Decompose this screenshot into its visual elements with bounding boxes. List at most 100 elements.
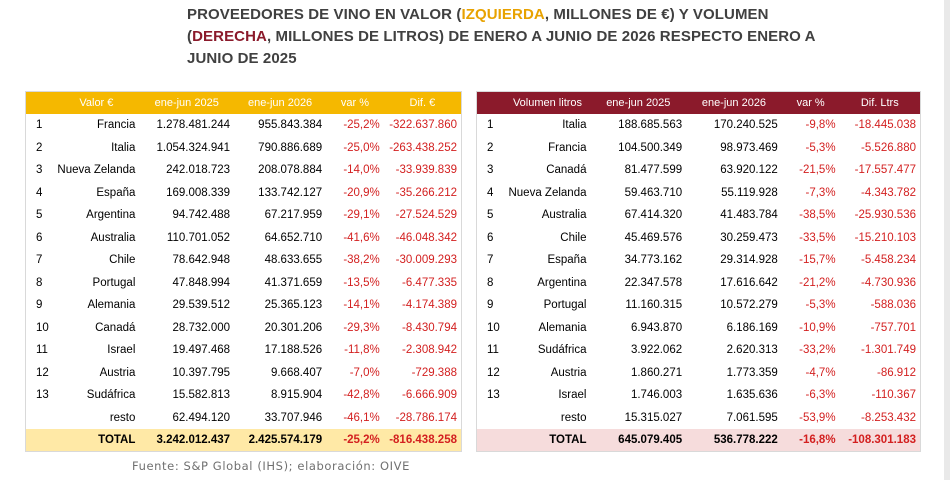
- rank-cell: [26, 407, 54, 430]
- rank-cell: 3: [36, 164, 43, 177]
- value-table-header: Valor € ene-jun 2025 ene-jun 2026 var % …: [25, 91, 462, 114]
- title-left-highlight: IZQUIERDA: [461, 6, 545, 23]
- value-2026-cell: 55.119.928: [721, 186, 778, 199]
- var-pct-cell: -38,5%: [799, 209, 836, 222]
- value-2025-cell: 34.773.162: [624, 254, 683, 267]
- rank-cell: 12: [36, 366, 49, 379]
- country-cell: Austria: [550, 366, 587, 379]
- country-cell: Alemania: [87, 299, 136, 312]
- volume-header-dif: Dif. Ltrs: [860, 97, 899, 109]
- dif-cell: -86.912: [876, 366, 916, 379]
- value-2025-cell: 1.746.003: [630, 389, 683, 402]
- rank-cell: 9: [36, 299, 43, 312]
- total-label: TOTAL: [98, 434, 136, 446]
- country-cell: Francia: [548, 141, 587, 154]
- table-row: 12 Austria 1.860.271 1.773.359 -4,7% -86.912: [476, 361, 921, 384]
- var-pct-cell: -25,2%: [343, 119, 380, 132]
- rank-cell: 4: [487, 186, 494, 199]
- value-2025-cell: 169.008.339: [166, 186, 231, 199]
- volume-header-2025: ene-jun 2025: [606, 97, 671, 109]
- table-row: 10 Canadá 28.732.000 20.301.206 -29,3% -8.430…: [25, 316, 462, 339]
- volume-header-var: var %: [796, 97, 825, 109]
- value-2026-cell: 30.259.473: [720, 231, 778, 244]
- rank-cell: 6: [36, 231, 43, 244]
- country-cell: resto: [560, 411, 587, 424]
- rank-cell: 7: [487, 254, 494, 267]
- dif-cell: -757.701: [870, 321, 916, 334]
- total-var: -16,8%: [799, 434, 836, 446]
- var-pct-cell: -25,0%: [343, 141, 380, 154]
- value-2025-cell: 104.500.349: [618, 141, 683, 154]
- table-row: 7 Chile 78.642.948 48.633.655 -38,2% -30.009.…: [25, 249, 462, 272]
- rank-cell: 6: [487, 231, 494, 244]
- total-label: TOTAL: [549, 434, 587, 446]
- table-row: 12 Austria 10.397.795 9.668.407 -7,0% -729.38…: [25, 361, 462, 384]
- value-2026-cell: 17.188.526: [264, 344, 323, 357]
- value-2026-cell: 17.616.642: [720, 276, 778, 289]
- value-2025-cell: 11.160.315: [625, 299, 683, 312]
- value-2026-cell: 7.061.595: [726, 411, 778, 424]
- title-text-1: PROVEEDORES DE VINO EN VALOR (: [187, 6, 462, 23]
- value-2025-cell: 19.497.468: [172, 344, 231, 357]
- table-row: 13 Sudáfrica 15.582.813 8.915.904 -42,8% -6.6…: [25, 384, 462, 407]
- dif-cell: -17.557.477: [854, 164, 916, 177]
- var-pct-cell: -5,3%: [805, 141, 836, 154]
- value-2026-cell: 33.707.946: [264, 411, 323, 424]
- var-pct-cell: -21,2%: [799, 276, 836, 289]
- rank-cell: 11: [36, 344, 48, 357]
- value-2026-cell: 48.633.655: [264, 254, 323, 267]
- value-2026-cell: 1.635.636: [726, 389, 778, 402]
- dif-cell: -27.524.529: [395, 209, 457, 222]
- total-dif: -108.301.183: [848, 434, 916, 446]
- country-cell: Sudáfrica: [86, 389, 136, 402]
- value-2026-cell: 133.742.127: [258, 186, 323, 199]
- volume-table: Volumen litros ene-jun 2025 ene-jun 2026…: [476, 91, 921, 452]
- value-2025-cell: 94.742.488: [172, 209, 231, 222]
- dif-cell: -8.430.794: [402, 321, 457, 334]
- value-2026-cell: 955.843.384: [258, 119, 323, 132]
- value-2025-cell: 29.539.512: [172, 299, 231, 312]
- table-row: 2 Italia 1.054.324.941 790.886.689 -25,0% -26…: [25, 136, 462, 159]
- country-cell: Sudáfrica: [537, 344, 587, 357]
- var-pct-cell: -5,3%: [805, 299, 836, 312]
- var-pct-cell: -9,8%: [805, 119, 836, 132]
- value-2025-cell: 10.397.795: [172, 366, 231, 379]
- table-row: 9 Portugal 11.160.315 10.572.279 -5,3% -588.0…: [476, 294, 921, 317]
- table-row: 4 Nueva Zelanda 59.463.710 55.119.928 -7,3% -…: [476, 181, 921, 204]
- dif-cell: -5.526.880: [861, 141, 916, 154]
- dif-cell: -110.367: [871, 389, 916, 402]
- page-title: PROVEEDORES DE VINO EN VALOR (IZQUIERDA,…: [187, 4, 827, 70]
- value-header-2026: ene-jun 2026: [247, 97, 313, 109]
- table-row: 1 Italia 188.685.563 170.240.525 -9,8% -18.44…: [476, 114, 921, 137]
- country-cell: Alemania: [538, 321, 587, 334]
- var-pct-cell: -20,9%: [343, 186, 380, 199]
- table-row: resto 15.315.027 7.061.595 -53,9% -8.253.432: [476, 406, 921, 429]
- value-2025-cell: 1.860.271: [630, 366, 683, 379]
- dif-cell: -28.786.174: [395, 411, 457, 424]
- total-2025: 645.079.405: [618, 434, 683, 446]
- value-table-total-row: TOTAL 3.242.012.437 2.425.574.179 -25,2%…: [25, 429, 462, 452]
- var-pct-cell: -13,5%: [343, 276, 380, 289]
- dif-cell: -33.939.839: [395, 164, 457, 177]
- page-edge-divider: [944, 0, 950, 480]
- dif-cell: -6.666.909: [402, 389, 457, 402]
- value-2026-cell: 41.371.659: [264, 276, 323, 289]
- country-cell: Australia: [541, 209, 587, 222]
- country-cell: Italia: [111, 141, 136, 154]
- country-cell: Israel: [558, 389, 587, 402]
- table-row: 4 España 169.008.339 133.742.127 -20,9% -35.2…: [25, 181, 462, 204]
- var-pct-cell: -53,9%: [799, 411, 836, 424]
- dif-cell: -322.637.860: [389, 119, 457, 132]
- value-header-var: var %: [340, 97, 369, 109]
- country-cell: España: [96, 186, 136, 199]
- total-dif: -816.438.258: [389, 434, 457, 446]
- rank-cell: 13: [36, 389, 49, 402]
- var-pct-cell: -6,3%: [805, 389, 836, 402]
- table-row: 2 Francia 104.500.349 98.973.469 -5,3% -5.526…: [476, 136, 921, 159]
- value-2025-cell: 81.477.599: [624, 164, 683, 177]
- country-cell: Canadá: [95, 321, 136, 334]
- dif-cell: -2.308.942: [402, 344, 457, 357]
- value-2026-cell: 10.572.279: [720, 299, 778, 312]
- rank-cell: 8: [36, 276, 43, 289]
- value-table: Valor € ene-jun 2025 ene-jun 2026 var % …: [25, 91, 462, 452]
